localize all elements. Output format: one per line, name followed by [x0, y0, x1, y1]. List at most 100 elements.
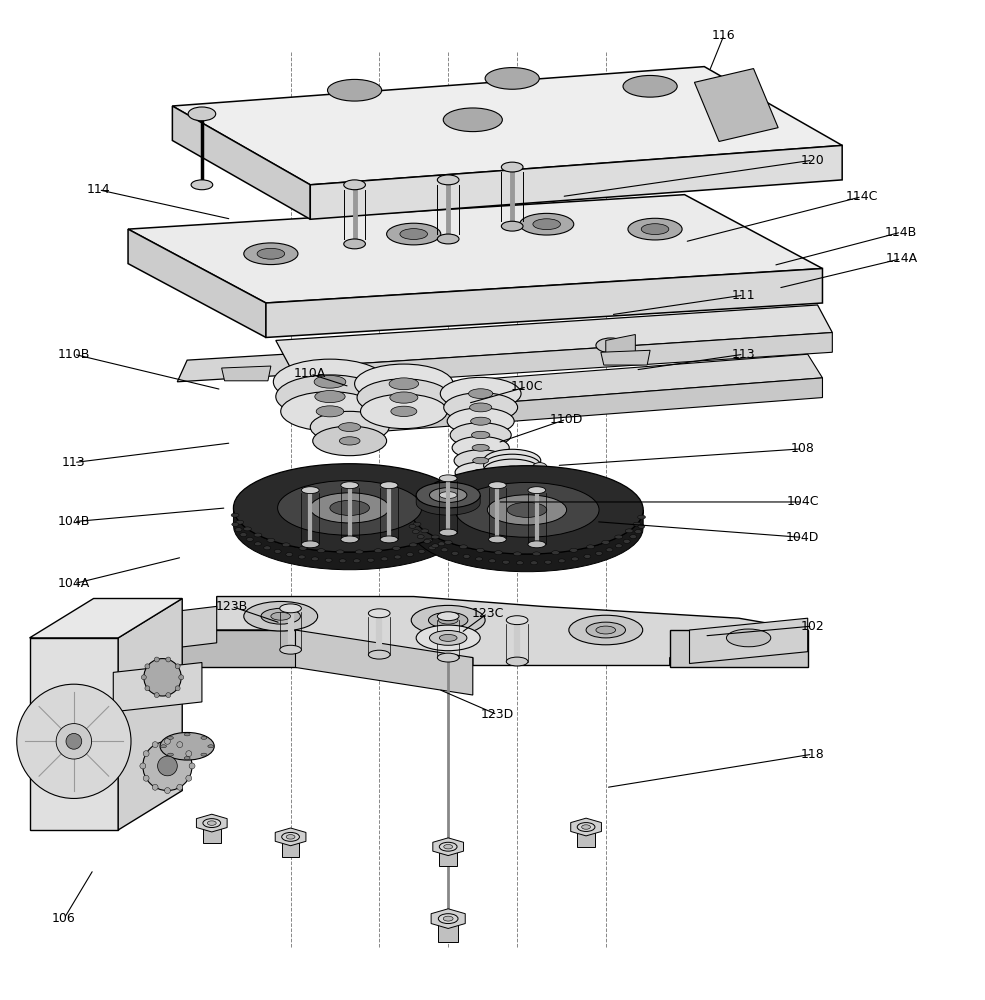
- Ellipse shape: [310, 493, 389, 523]
- Ellipse shape: [571, 557, 578, 561]
- Ellipse shape: [581, 825, 590, 829]
- Ellipse shape: [325, 558, 332, 562]
- Ellipse shape: [629, 535, 636, 539]
- Ellipse shape: [344, 180, 365, 190]
- Ellipse shape: [443, 108, 502, 132]
- Ellipse shape: [282, 832, 299, 841]
- Polygon shape: [670, 630, 808, 667]
- Ellipse shape: [152, 742, 158, 748]
- Ellipse shape: [184, 757, 190, 760]
- Ellipse shape: [437, 612, 459, 621]
- Polygon shape: [128, 229, 266, 337]
- Circle shape: [56, 724, 92, 759]
- Polygon shape: [690, 618, 808, 664]
- Ellipse shape: [143, 775, 149, 781]
- Ellipse shape: [167, 736, 173, 739]
- Ellipse shape: [484, 459, 541, 482]
- Ellipse shape: [244, 243, 297, 265]
- Ellipse shape: [428, 612, 468, 628]
- Ellipse shape: [438, 914, 458, 924]
- Text: 110B: 110B: [58, 348, 90, 361]
- Circle shape: [17, 684, 131, 798]
- Ellipse shape: [471, 417, 491, 425]
- Ellipse shape: [444, 540, 452, 544]
- Ellipse shape: [439, 475, 457, 482]
- Polygon shape: [570, 818, 602, 836]
- Text: 104A: 104A: [58, 577, 90, 590]
- Ellipse shape: [356, 550, 363, 554]
- Ellipse shape: [339, 423, 361, 432]
- Ellipse shape: [494, 551, 502, 555]
- Ellipse shape: [425, 538, 432, 542]
- Text: 110D: 110D: [550, 413, 583, 426]
- Ellipse shape: [355, 364, 453, 403]
- Ellipse shape: [235, 520, 243, 524]
- Text: 123C: 123C: [472, 607, 503, 620]
- Ellipse shape: [437, 234, 459, 244]
- Ellipse shape: [428, 546, 435, 550]
- Ellipse shape: [587, 545, 595, 549]
- Ellipse shape: [452, 436, 509, 459]
- Polygon shape: [172, 106, 310, 219]
- Polygon shape: [118, 598, 182, 830]
- Ellipse shape: [301, 541, 319, 548]
- Polygon shape: [30, 598, 182, 638]
- Ellipse shape: [625, 529, 633, 533]
- Ellipse shape: [450, 423, 511, 447]
- Ellipse shape: [577, 823, 595, 831]
- Ellipse shape: [380, 482, 398, 489]
- Ellipse shape: [416, 625, 481, 651]
- Ellipse shape: [177, 742, 183, 748]
- Ellipse shape: [330, 500, 369, 515]
- Ellipse shape: [175, 686, 180, 691]
- Ellipse shape: [142, 675, 147, 680]
- Ellipse shape: [637, 515, 645, 519]
- Polygon shape: [177, 333, 640, 382]
- Ellipse shape: [416, 482, 481, 508]
- Ellipse shape: [489, 536, 506, 543]
- Ellipse shape: [443, 845, 453, 849]
- Ellipse shape: [438, 616, 458, 624]
- Text: 118: 118: [801, 748, 824, 761]
- Ellipse shape: [231, 522, 238, 526]
- Ellipse shape: [472, 444, 490, 451]
- Text: 114C: 114C: [846, 190, 878, 203]
- Ellipse shape: [317, 549, 325, 553]
- Ellipse shape: [341, 536, 359, 543]
- Ellipse shape: [175, 664, 180, 669]
- Ellipse shape: [165, 693, 170, 698]
- Ellipse shape: [186, 751, 192, 757]
- Text: 113: 113: [62, 456, 86, 469]
- Ellipse shape: [431, 544, 438, 548]
- Ellipse shape: [144, 659, 181, 696]
- Text: 104D: 104D: [786, 531, 820, 544]
- Ellipse shape: [160, 732, 215, 760]
- Ellipse shape: [533, 463, 548, 472]
- Ellipse shape: [264, 546, 271, 550]
- Ellipse shape: [161, 745, 166, 748]
- Ellipse shape: [165, 657, 170, 662]
- Ellipse shape: [429, 631, 467, 645]
- Ellipse shape: [341, 482, 359, 489]
- Ellipse shape: [380, 536, 398, 543]
- Ellipse shape: [437, 533, 445, 537]
- Ellipse shape: [276, 375, 384, 418]
- Ellipse shape: [472, 431, 490, 439]
- Polygon shape: [172, 67, 842, 185]
- Polygon shape: [432, 838, 464, 856]
- Polygon shape: [266, 269, 822, 337]
- Ellipse shape: [533, 552, 541, 556]
- Ellipse shape: [311, 557, 318, 561]
- Ellipse shape: [501, 221, 523, 231]
- Ellipse shape: [421, 529, 428, 533]
- Ellipse shape: [470, 403, 492, 412]
- Ellipse shape: [457, 528, 464, 532]
- Ellipse shape: [447, 408, 514, 434]
- Text: 111: 111: [732, 289, 755, 302]
- Ellipse shape: [418, 535, 425, 539]
- Ellipse shape: [246, 537, 253, 541]
- Ellipse shape: [188, 107, 216, 121]
- Ellipse shape: [312, 426, 386, 456]
- Ellipse shape: [386, 223, 441, 245]
- Ellipse shape: [545, 560, 552, 564]
